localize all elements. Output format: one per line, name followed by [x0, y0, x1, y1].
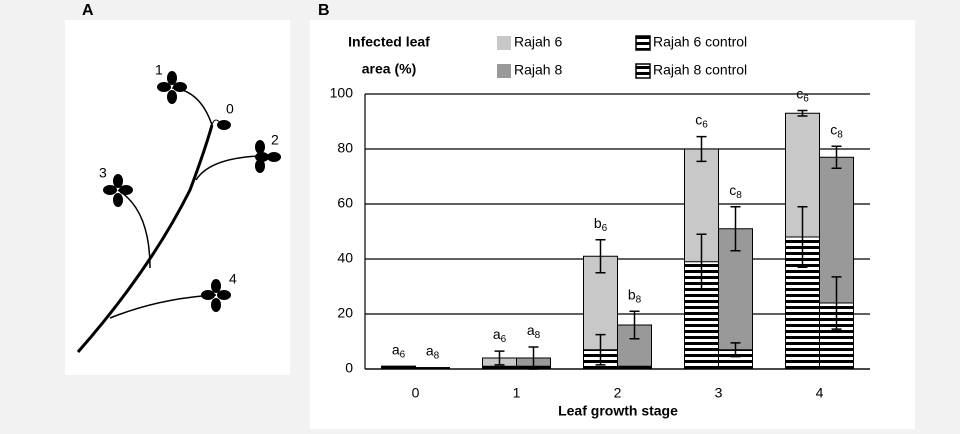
error-bar	[696, 233, 707, 290]
leaf-label: 3	[99, 165, 107, 181]
annotation-letter: b	[628, 286, 636, 302]
annotation: b6	[594, 214, 608, 233]
annotation-sub: 8	[636, 294, 642, 305]
legend-swatch	[497, 64, 511, 78]
error-bar	[831, 145, 842, 169]
x-tick-label: 2	[614, 385, 622, 401]
annotation-sub: 8	[736, 189, 742, 200]
annotation-letter: a	[426, 342, 434, 358]
annotation-sub: 6	[702, 119, 708, 130]
y-tick-label: 60	[337, 195, 353, 211]
error-bar	[831, 276, 842, 330]
annotation-sub: 6	[803, 93, 809, 104]
annotation: b8	[628, 286, 642, 305]
error-bar	[494, 350, 505, 366]
x-tick-label: 1	[513, 385, 521, 401]
legend-label: Rajah 8 control	[653, 62, 747, 78]
annotation: c8	[729, 181, 742, 200]
annotation-sub: 6	[602, 222, 608, 233]
error-bar	[595, 239, 606, 274]
x-axis-label: Leaf growth stage	[558, 403, 678, 419]
error-bar	[595, 333, 606, 366]
legend-label: Rajah 6 control	[653, 34, 747, 50]
error-bar	[696, 135, 707, 163]
plant-drawing	[76, 71, 281, 353]
y-axis-label: area (%)	[362, 61, 416, 77]
y-tick-label: 20	[337, 305, 353, 321]
legend-swatch	[635, 35, 651, 51]
annotation-sub: 6	[400, 349, 406, 360]
annotation: a6	[493, 326, 507, 345]
annotation-letter: c	[796, 85, 803, 101]
annotation-letter: a	[527, 322, 535, 338]
error-bar	[797, 206, 808, 268]
x-tick-label: 3	[715, 385, 723, 401]
legend-label: Rajah 6	[514, 34, 562, 50]
annotation: a6	[392, 341, 406, 360]
annotation-letter: b	[594, 214, 602, 230]
error-bar	[730, 342, 741, 358]
legend-swatch	[497, 36, 511, 50]
annotation-sub: 8	[535, 330, 541, 341]
panel-label: B	[318, 2, 330, 19]
legend-swatch	[635, 63, 651, 79]
error-bar	[730, 206, 741, 252]
leaf-label: 0	[226, 101, 234, 117]
y-tick-label: 40	[337, 250, 353, 266]
error-bar	[629, 310, 640, 340]
leaf-label: 1	[155, 62, 163, 78]
annotation-sub: 8	[434, 350, 440, 361]
annotation-letter: c	[830, 121, 837, 137]
annotation: c8	[830, 121, 843, 140]
x-tick-label: 0	[412, 385, 420, 401]
annotation: c6	[695, 111, 708, 130]
panel-label: A	[82, 2, 94, 19]
annotation-letter: a	[392, 341, 400, 357]
annotation-sub: 6	[501, 334, 507, 345]
legend-label: Rajah 8	[514, 62, 562, 78]
leaf-label: 2	[271, 132, 279, 148]
annotation-sub: 8	[837, 129, 843, 140]
panel-a-bg	[65, 20, 290, 375]
annotation: c6	[796, 85, 809, 104]
y-tick-label: 100	[330, 85, 354, 101]
x-tick-label: 4	[816, 385, 824, 401]
annotation-letter: c	[695, 111, 702, 127]
error-bar	[797, 109, 808, 117]
y-axis-label: Infected leaf	[348, 34, 430, 50]
leaf-label: 4	[229, 271, 237, 287]
annotation: a8	[426, 342, 440, 361]
annotation-letter: a	[493, 326, 501, 342]
annotation: a8	[527, 322, 541, 341]
y-tick-label: 80	[337, 140, 353, 156]
y-tick-label: 0	[345, 360, 353, 376]
annotation-letter: c	[729, 181, 736, 197]
